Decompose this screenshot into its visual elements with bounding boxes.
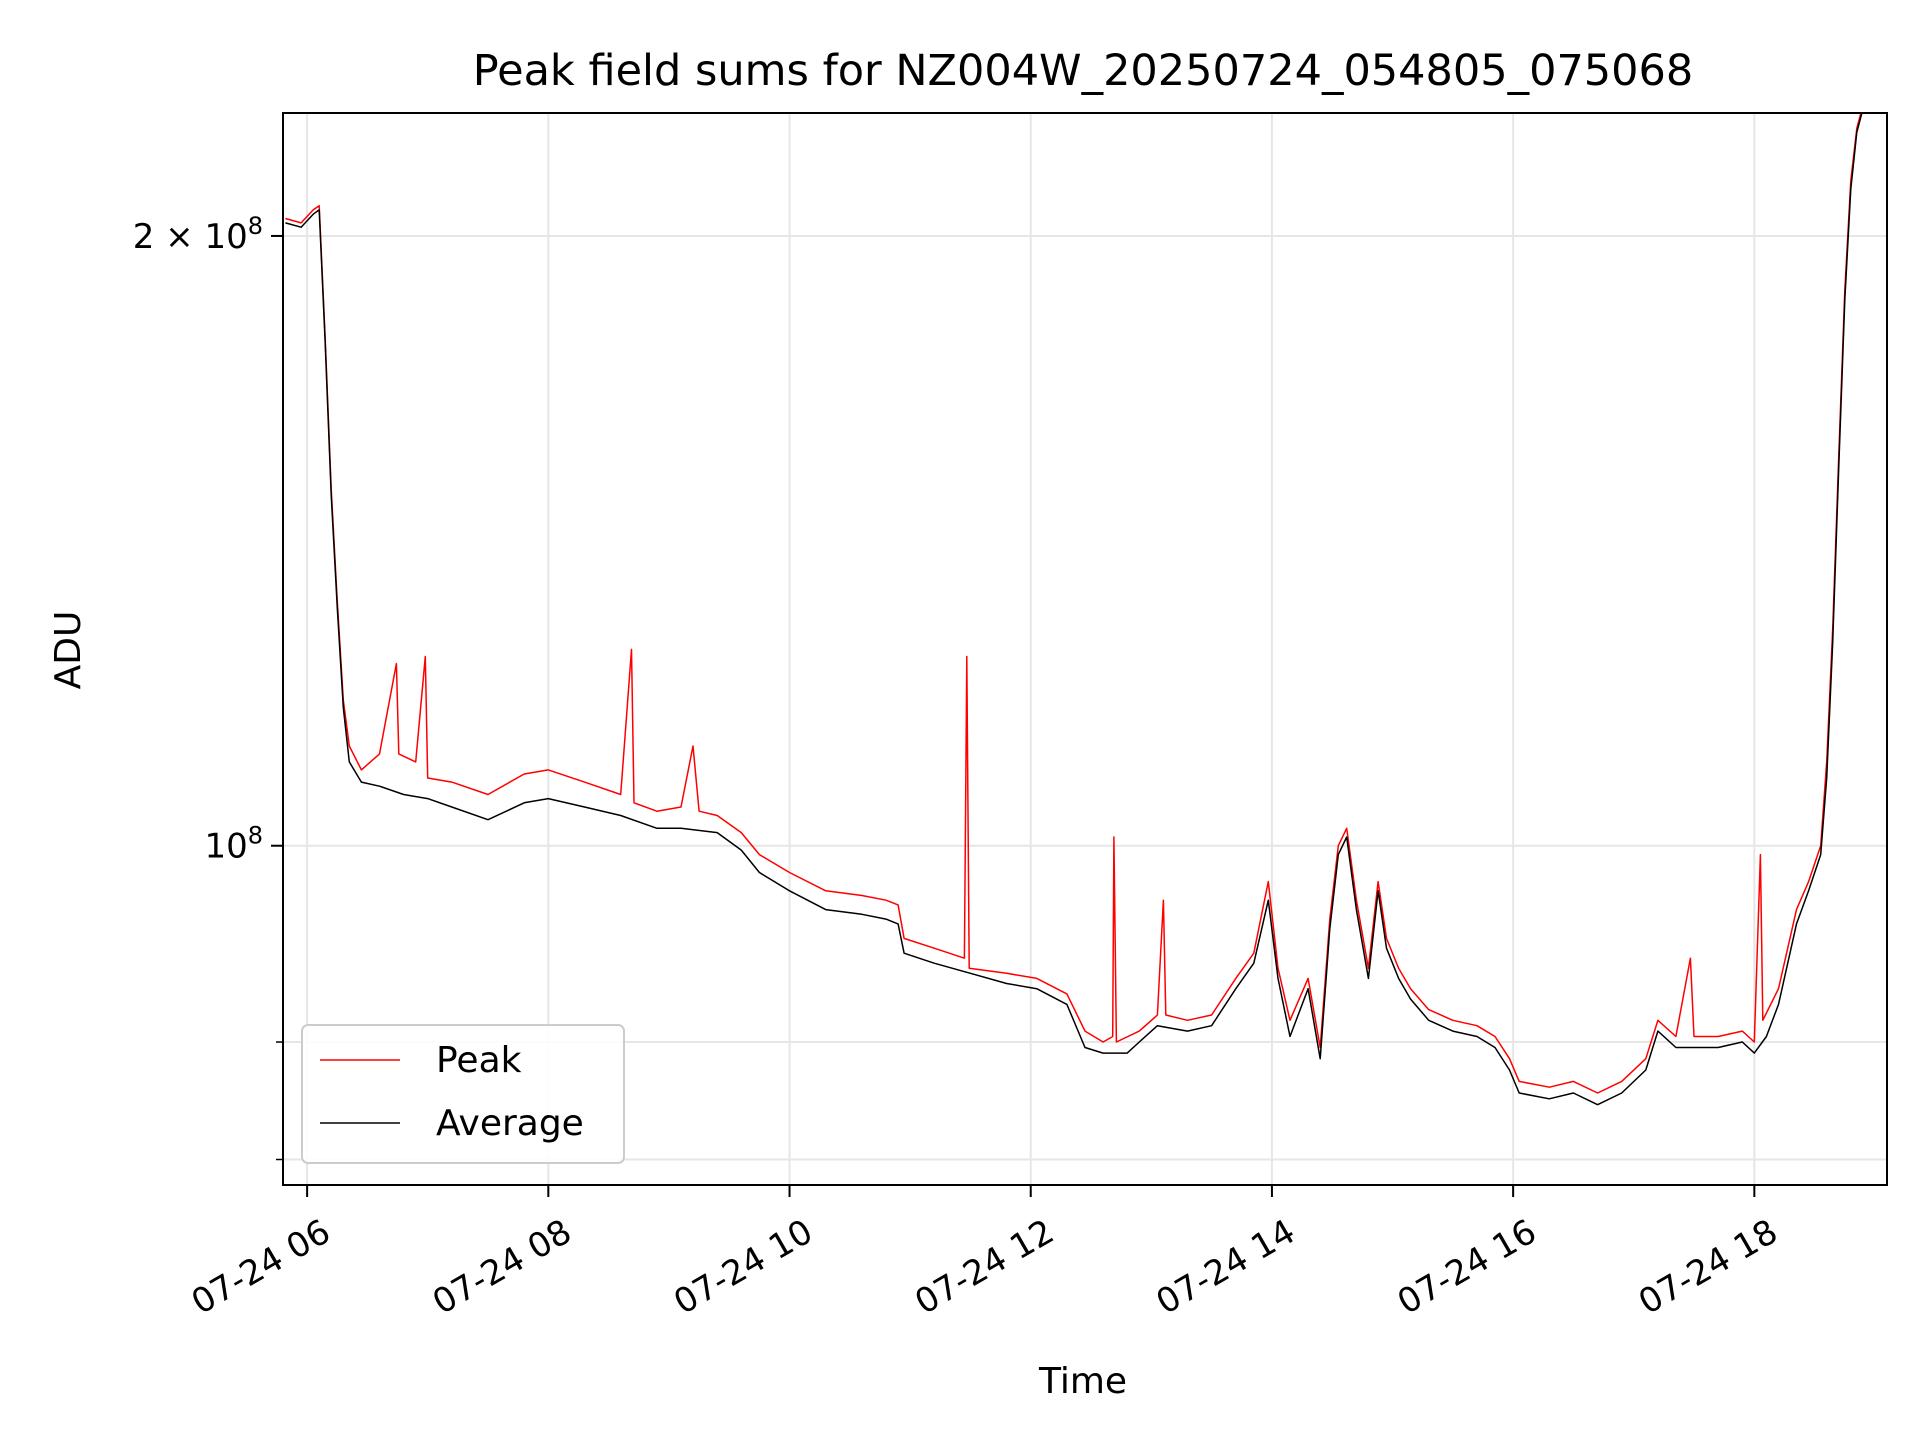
chart-title: Peak field sums for NZ004W_20250724_0548… (473, 46, 1694, 96)
y-axis: 108 2 × 108 (133, 212, 283, 1161)
plot-frame (282, 112, 1888, 1186)
series-line-average (285, 113, 1863, 1106)
legend: Peak Average (301, 1024, 625, 1164)
legend-label-peak: Peak (436, 1040, 522, 1081)
x-axis-label: Time (1038, 1361, 1127, 1402)
y-tick-label: 108 (204, 822, 263, 867)
series-line-peak (285, 113, 1862, 1094)
y-axis-label: ADU (48, 611, 89, 690)
series-layer (285, 113, 1863, 1106)
y-tick-label: 2 × 108 (133, 212, 263, 257)
legend-label-average: Average (436, 1103, 584, 1144)
